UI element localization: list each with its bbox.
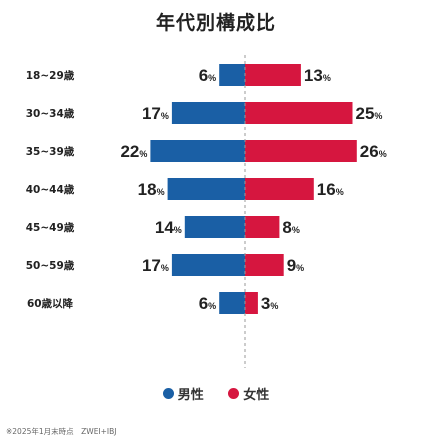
male-bar	[150, 140, 245, 162]
chart-title: 年代別構成比	[155, 12, 276, 34]
male-value-label: 6%	[199, 66, 216, 85]
category-label: 35~39歳	[26, 145, 75, 158]
category-label: 45~49歳	[26, 221, 75, 234]
legend-label-female: 女性	[243, 388, 270, 403]
female-value-label: 26%	[360, 142, 387, 161]
male-value-label: 17%	[142, 104, 169, 123]
female-bar	[245, 216, 280, 238]
female-bar	[245, 102, 353, 124]
legend-label-male: 男性	[177, 388, 204, 403]
male-value-label: 17%	[142, 256, 169, 275]
male-value-label: 6%	[199, 294, 216, 313]
footnote: ※2025年1月末時点 ZWEI+IBJ	[6, 427, 117, 436]
legend-dot-male	[162, 388, 174, 399]
female-bar	[245, 254, 284, 276]
male-bar	[219, 64, 245, 86]
male-value-label: 18%	[138, 180, 165, 199]
legend-item-female: 女性	[228, 384, 269, 403]
male-bar	[219, 292, 245, 314]
female-value-label: 25%	[356, 104, 383, 123]
female-value-label: 16%	[317, 180, 344, 199]
female-bar	[245, 64, 301, 86]
legend-item-male: 男性	[162, 384, 204, 403]
category-label: 40~44歳	[26, 183, 75, 196]
category-label: 50~59歳	[26, 259, 75, 272]
age-composition-chart: 18~29歳 6% 13% 30~34歳 17% 25% 35~39歳 22% 26% 40~44…	[26, 55, 387, 368]
female-value-label: 8%	[282, 218, 299, 237]
male-bar	[184, 216, 245, 238]
female-bar	[245, 292, 258, 314]
male-bar	[167, 178, 245, 200]
category-label: 60歳以降	[27, 297, 74, 310]
category-label: 30~34歳	[26, 107, 75, 120]
category-label: 18~29歳	[26, 69, 75, 82]
female-bar	[245, 178, 314, 200]
male-bar	[171, 254, 245, 276]
female-value-label: 9%	[287, 256, 304, 275]
male-value-label: 14%	[155, 218, 182, 237]
chart-legend: 男性 女性	[0, 384, 432, 403]
male-value-label: 22%	[120, 142, 147, 161]
male-bar	[171, 102, 245, 124]
legend-dot-female	[228, 388, 240, 399]
female-value-label: 13%	[304, 66, 331, 85]
female-value-label: 3%	[261, 294, 278, 313]
female-bar	[245, 140, 357, 162]
